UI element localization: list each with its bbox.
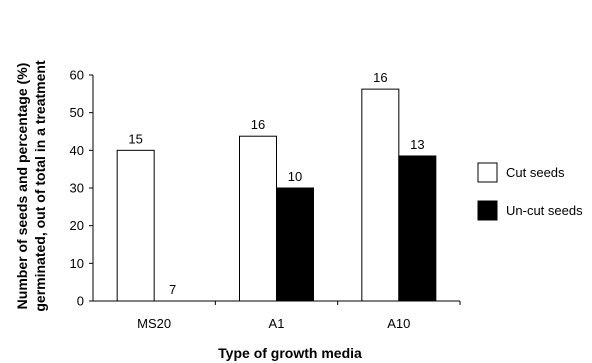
bars: 15 7 16 10 16 13 (116, 70, 437, 302)
data-label: 7 (169, 282, 176, 297)
y-tick-label: 60 (70, 68, 84, 83)
y-tick-label: 40 (70, 143, 84, 158)
data-label: 16 (251, 117, 265, 132)
data-label: 13 (410, 137, 424, 152)
y-tick-label: 20 (70, 218, 84, 233)
legend-label: Un-cut seeds (506, 203, 583, 218)
x-axis-title: Type of growth media (218, 345, 362, 361)
y-axis-title-line: germinated, out of total in a treatment (32, 60, 48, 312)
data-label: 10 (288, 169, 302, 184)
legend-label: Cut seeds (506, 165, 565, 180)
bar-cut-seeds-a1 (239, 135, 277, 302)
legend: Cut seeds Un-cut seeds (477, 162, 583, 221)
y-tick-label: 10 (70, 256, 84, 271)
x-tick-label: MS20 (137, 316, 171, 331)
x-tick-label: A10 (387, 316, 410, 331)
bar-cut-seeds-a10 (361, 88, 400, 302)
bar-cut-seeds-ms20 (116, 149, 155, 302)
y-axis-title-line: Number of seeds and percentage (%) (14, 63, 30, 310)
y-axis-ticks: 0 10 20 30 40 50 60 (70, 68, 93, 309)
legend-swatch (477, 200, 498, 221)
y-tick-label: 30 (70, 181, 84, 196)
legend-swatch (477, 162, 498, 183)
x-axis-ticks: MS20 A1 A10 (137, 301, 461, 331)
x-tick-label: A1 (269, 316, 285, 331)
bar-un-cut-seeds-a1 (276, 187, 314, 302)
y-axis-title: Number of seeds and percentage (%) germin… (14, 60, 48, 312)
bar-un-cut-seeds-a10 (398, 155, 437, 302)
data-label: 15 (128, 131, 142, 146)
data-label: 16 (373, 70, 387, 85)
y-tick-label: 50 (70, 105, 84, 120)
y-tick-label: 0 (77, 294, 84, 309)
